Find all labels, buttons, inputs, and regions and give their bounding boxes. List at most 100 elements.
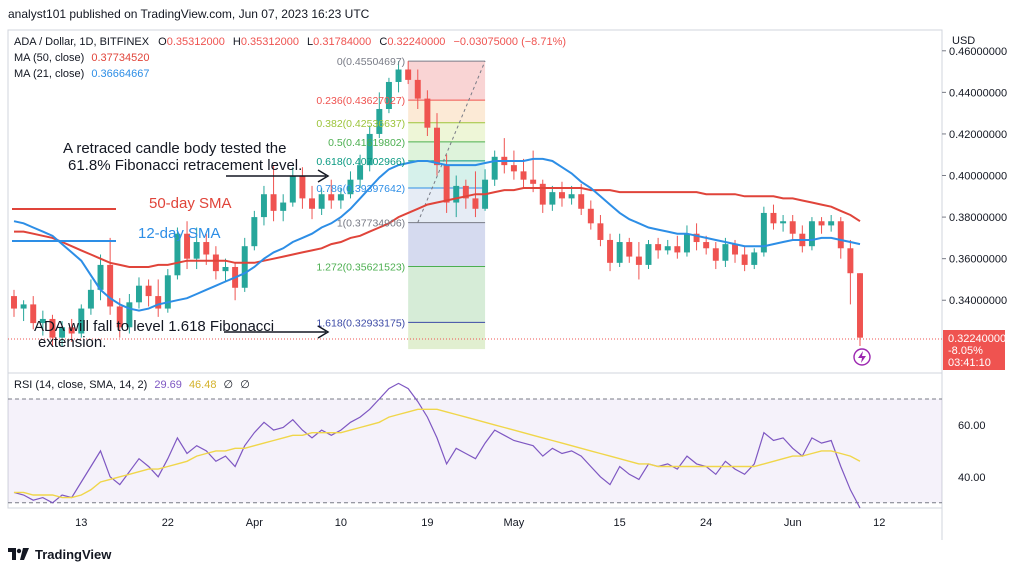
time-tick-label: May [504, 517, 525, 529]
publish-bar: analyst101 published on TradingView.com,… [0, 0, 1024, 28]
candle-body [126, 302, 133, 328]
sma50-annotation: 50-day SMA [149, 195, 232, 212]
fall-arrow [224, 325, 330, 339]
low-value: 0.31784000 [313, 36, 371, 48]
candle-body [568, 194, 575, 199]
legend: ADA / Dollar, 1D, BITFINEX O0.35312000 H… [14, 36, 566, 391]
price-tick-label: 0.38000000 [949, 212, 1007, 224]
candle-body [558, 192, 565, 199]
candle-body [443, 165, 450, 203]
candle-body [712, 248, 719, 261]
candle-body [780, 221, 787, 224]
candle-body [270, 194, 277, 211]
fib-label-0.236: 0.236(0.43627027) [316, 95, 405, 107]
price-tick-label: 0.36000000 [949, 254, 1007, 266]
candle-body [424, 98, 431, 128]
rsi-value: 29.69 [154, 379, 182, 391]
fib-zone-0.5 [408, 141, 486, 161]
candle-body [732, 244, 739, 255]
candle-body [607, 239, 614, 263]
candle-body [703, 242, 710, 249]
fib-label-0.786: 0.786(0.39397642) [316, 183, 405, 195]
candle-body [818, 221, 825, 226]
candle-body [655, 244, 662, 251]
price-tick-label: 0.46000000 [949, 46, 1007, 58]
currency-label: USD [952, 35, 975, 47]
candle-body [520, 171, 527, 180]
candle-body [578, 194, 585, 209]
fall-note-line1: ADA will fall to level 1.618 Fibonacci [34, 318, 274, 335]
candle-body [155, 296, 162, 309]
candle-body [87, 289, 94, 309]
chart-canvas[interactable]: 0(0.45504697) 0.236(0.43627027) 0.382(0.42… [0, 0, 1024, 540]
fib-label-1.272: 1.272(0.35621523) [316, 262, 405, 274]
last-price-badge: 0.32240000 -8.05% 03:41:10 [943, 330, 1006, 370]
change-value: −0.03075000 (−8.71%) [454, 36, 567, 48]
close-value: 0.32240000 [387, 36, 445, 48]
candle-body [395, 69, 402, 82]
candle-body [212, 254, 219, 272]
price-tick-label: 0.44000000 [949, 87, 1007, 99]
candle-body [434, 127, 440, 166]
candle-body [347, 179, 354, 195]
candle-body [184, 233, 191, 259]
price-axis[interactable]: 0.46000000 0.44000000 0.42000000 0.40000000… [942, 46, 1007, 307]
tradingview-brand: TradingView [35, 546, 112, 562]
candle-body [260, 194, 267, 218]
bar-countdown: 03:41:10 [948, 357, 991, 369]
candle-body [164, 275, 171, 309]
fib-zone-1 [408, 222, 486, 267]
fib-label-0.5: 0.5(0.41619802) [328, 137, 405, 149]
last-change: -8.05% [948, 345, 983, 357]
fib-label-1.618: 1.618(0.32933175) [316, 317, 405, 329]
candle-body [193, 242, 200, 259]
time-tick-label: 24 [700, 517, 712, 529]
last-price: 0.32240000 [948, 333, 1006, 345]
candle-body [828, 221, 835, 226]
fib-zone-1.618 [408, 322, 486, 350]
time-tick-label: 19 [421, 517, 433, 529]
price-tick-label: 0.34000000 [949, 295, 1007, 307]
candle-body [472, 198, 479, 209]
publisher-info: analyst101 published on TradingView.com,… [8, 7, 370, 21]
fib-label-1: 1(0.37734906) [337, 218, 405, 230]
candle-body [309, 198, 316, 209]
candle-body [693, 233, 700, 243]
candle-body [491, 156, 498, 180]
annotations[interactable]: 50-day SMA 12-day SMA A retraced candle … [12, 140, 330, 351]
candle-body [789, 221, 796, 234]
candle-body [280, 202, 287, 211]
candle-body [760, 212, 767, 253]
fib-label-0: 0(0.45504697) [337, 56, 405, 68]
candle-body [510, 165, 517, 172]
rsi-label: RSI (14, close, SMA, 14, 2) [14, 379, 147, 391]
candle-body [222, 266, 229, 272]
candle-body [462, 185, 469, 199]
time-tick-label: Apr [246, 517, 263, 529]
candle-body [328, 194, 335, 201]
rsi-axis[interactable]: 60.00 40.00 [958, 420, 986, 484]
candle-body [539, 183, 546, 205]
candle-body [97, 264, 104, 290]
rsi-pane[interactable] [7, 372, 943, 509]
alert-bolt-icon[interactable] [853, 348, 871, 366]
ma21-line [13, 157, 861, 312]
time-axis[interactable]: 13 22 Apr 10 19 May 15 24 Jun 12 [75, 517, 885, 529]
candle-body [837, 221, 844, 249]
ma50-value: 0.37734520 [91, 52, 149, 64]
candle-body [741, 254, 748, 265]
candle-body [145, 285, 152, 297]
candle-body [549, 192, 556, 205]
time-tick-label: Jun [784, 517, 802, 529]
candle-body [337, 194, 344, 201]
candle-body [241, 246, 248, 288]
candle-body [107, 264, 114, 307]
high-value: 0.35312000 [241, 36, 299, 48]
candle-body [664, 246, 671, 251]
price-tick-label: 0.40000000 [949, 171, 1007, 183]
candle-body [318, 194, 325, 209]
candle-body [635, 256, 642, 265]
candle-body [626, 242, 633, 257]
candle-body [116, 306, 123, 328]
fib-trend-line [417, 60, 486, 223]
